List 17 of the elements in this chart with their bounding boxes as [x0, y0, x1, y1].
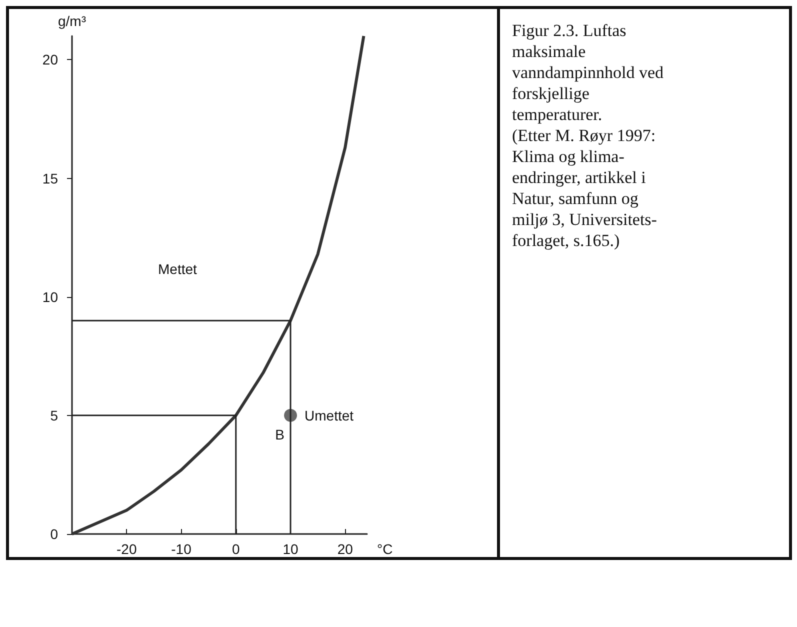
x-tick-label: -20 [116, 541, 137, 557]
y-tick-label: 5 [50, 407, 58, 424]
y-tick-label: 0 [50, 526, 58, 542]
y-tick-label: 20 [42, 52, 58, 68]
annotation: B [275, 426, 285, 442]
x-tick-label: -10 [171, 541, 192, 557]
annotation: Umettet [304, 407, 354, 424]
x-tick-label: 10 [282, 541, 299, 557]
x-tick-label: 0 [232, 541, 240, 557]
text: Figur 2.3. Luftas maksimale vanndampinnhold ved forskjellige temperaturer. (Etter M. Røyr 1997: Klima og klima- endringer, artikkel i Natur, samfunn og miljø 3, Universitets- forlaget, s.165.) [512, 21, 664, 250]
y-axis-title: g/m³ [58, 13, 86, 29]
x-tick-label: 20 [337, 541, 354, 557]
annotation: Mettet [158, 261, 198, 277]
line-series [70, 34, 366, 536]
y-tick-label: 15 [42, 170, 58, 186]
x-axis-title: °C [377, 541, 393, 557]
y-tick-label: 10 [42, 288, 58, 305]
